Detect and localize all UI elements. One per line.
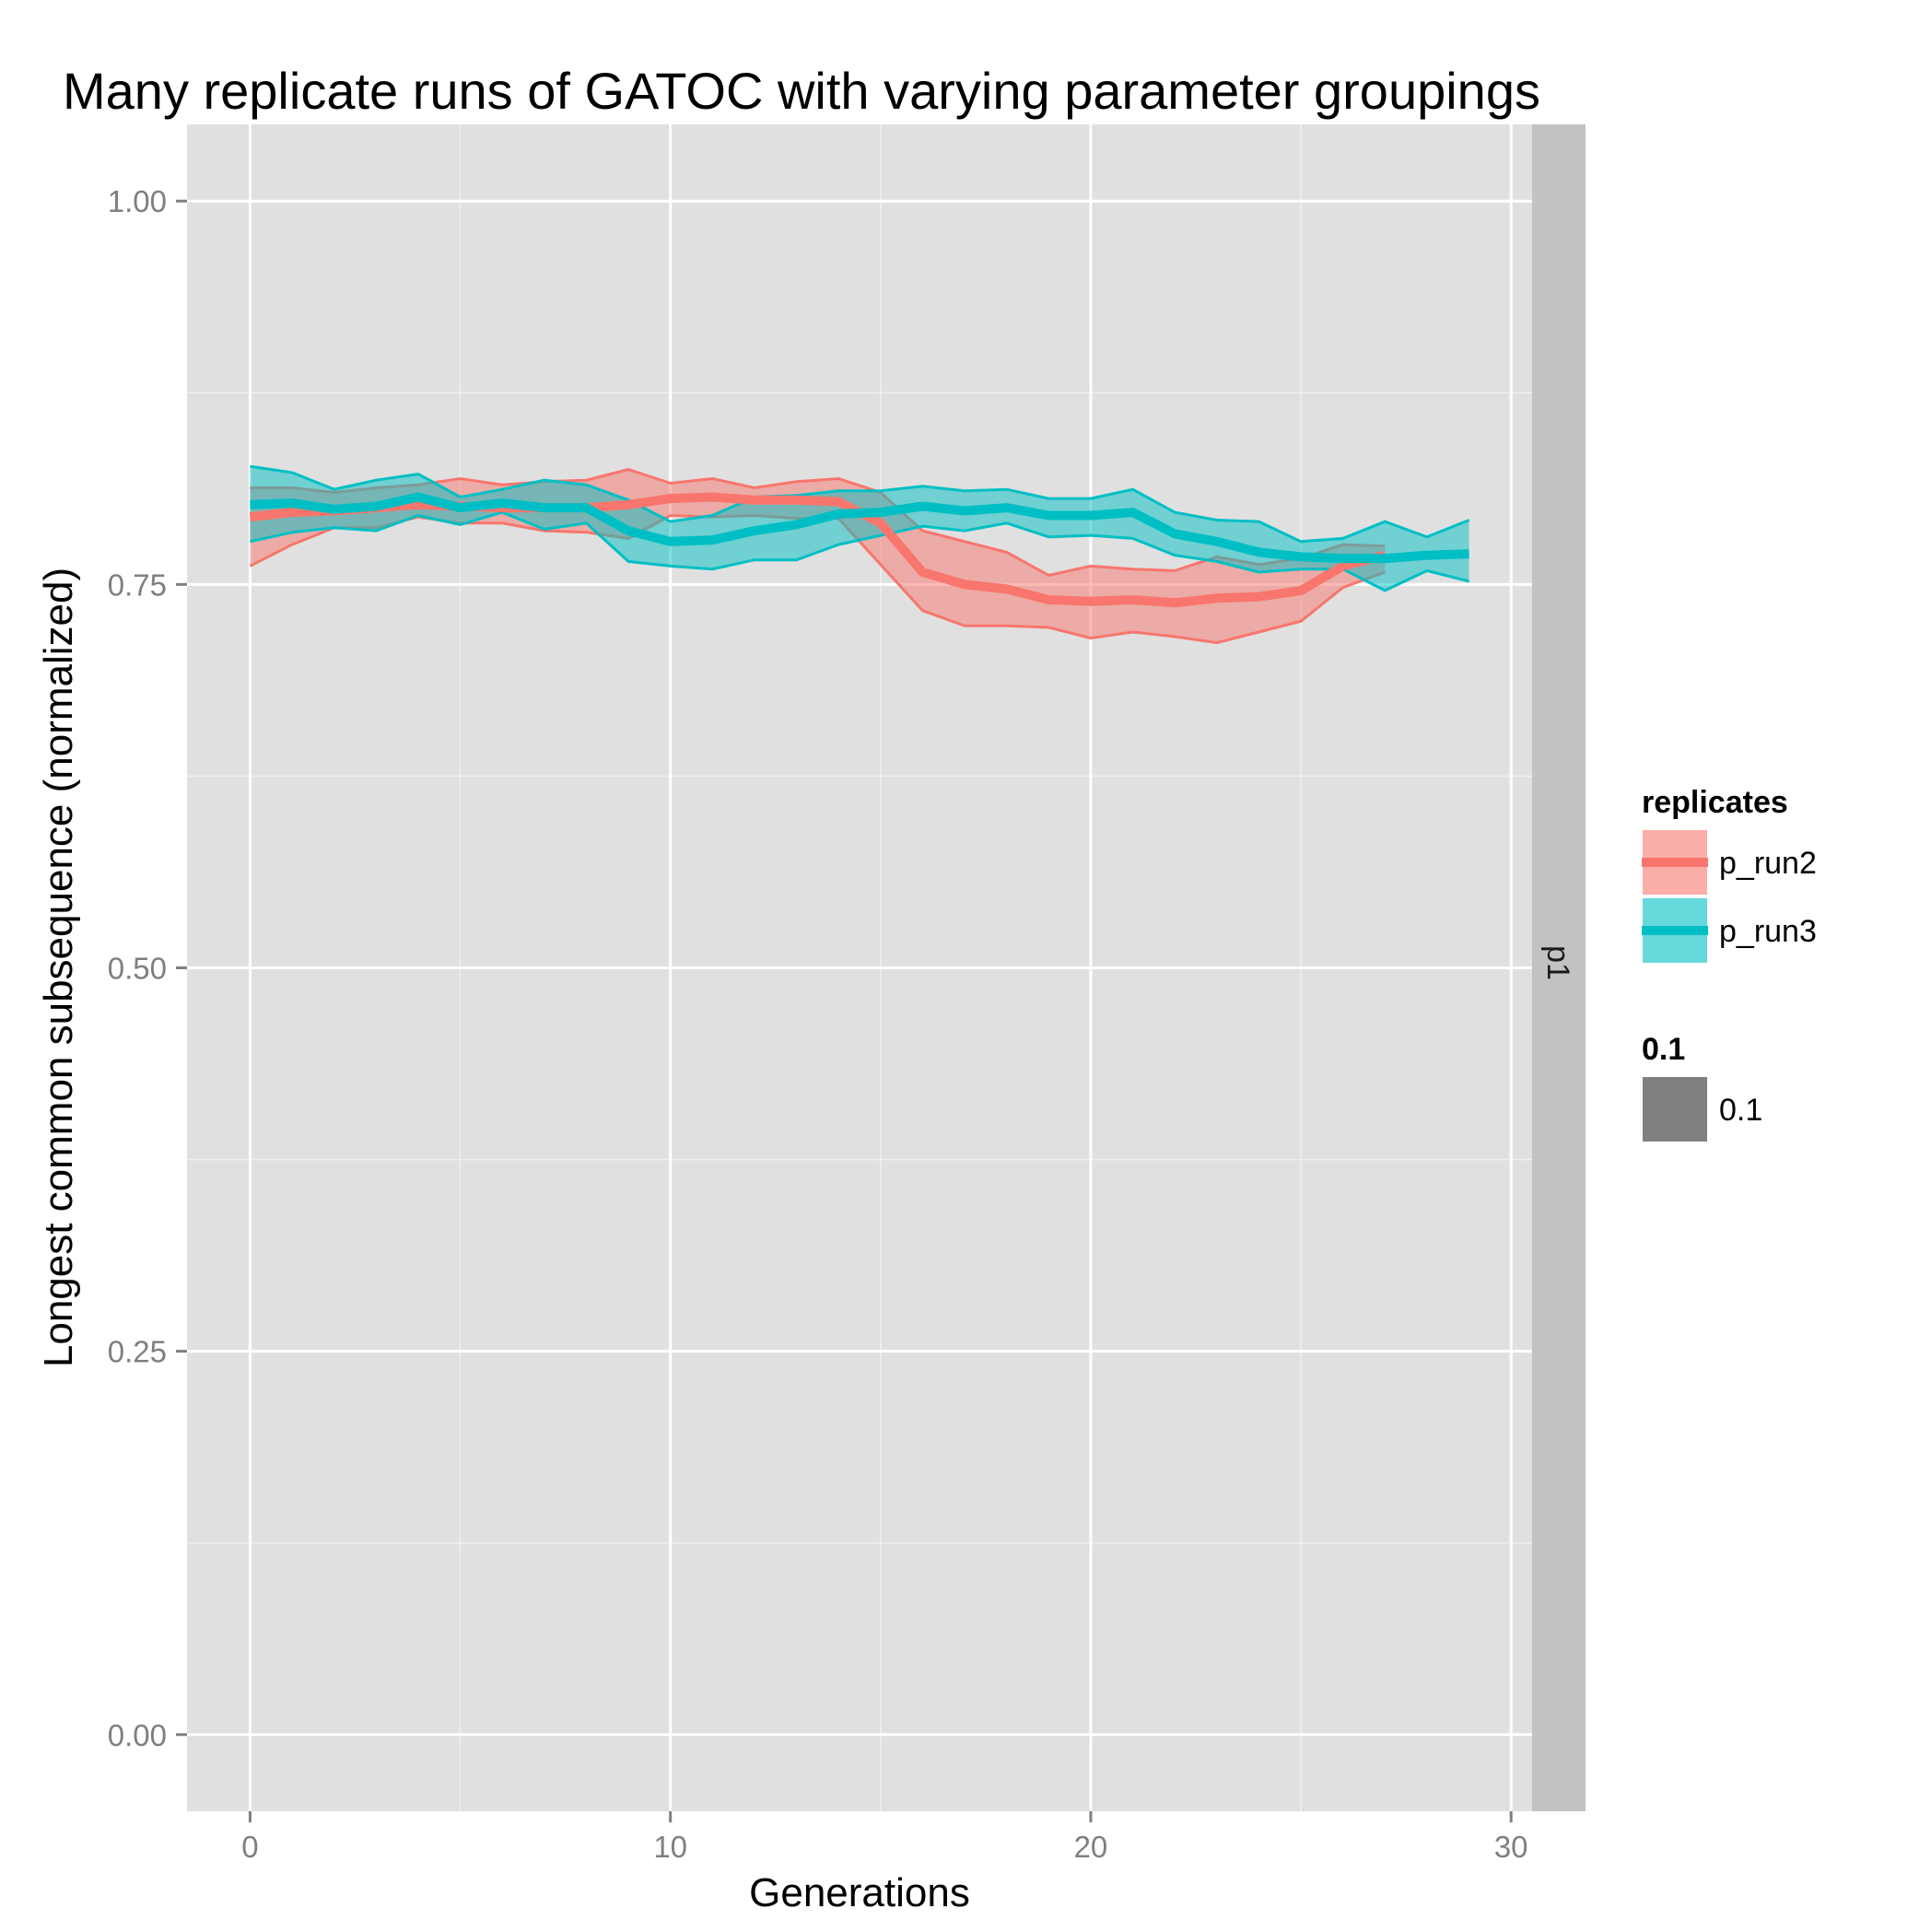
facet-strip-label: p1 (1540, 945, 1575, 980)
legend-label: p_run3 (1719, 914, 1817, 949)
y-tick-label: 0.25 (108, 1335, 167, 1369)
legend-title: replicates (1642, 785, 1788, 820)
y-tick-label: 1.00 (108, 184, 167, 218)
legend-title: 0.1 (1642, 1032, 1685, 1067)
x-tick-label: 10 (653, 1830, 687, 1864)
axis-layer: 0 10 20 30 0.00 0.25 0.50 0.75 1.00 (108, 184, 1528, 1864)
ribbon-lower-p_run3 (250, 510, 1469, 592)
x-tick-label: 30 (1494, 1830, 1528, 1864)
x-tick-label: 0 (241, 1830, 258, 1864)
y-tick-label: 0.50 (108, 952, 167, 986)
x-tick-label: 20 (1074, 1830, 1108, 1864)
mean-line-p_run3 (250, 492, 1469, 564)
x-axis-title: Generations (749, 1870, 970, 1915)
ribbon-upper-p_run2 (250, 467, 1386, 577)
legend-key (1641, 1075, 1709, 1143)
ribbon-upper-p_run3 (250, 464, 1470, 544)
data-layer (249, 464, 1470, 645)
y-tick-label: 0.00 (108, 1718, 167, 1752)
grid-layer (187, 124, 1532, 1811)
legend-label: p_run2 (1719, 846, 1817, 881)
legend: replicates p_run2 p_run3 0.1 0.1 (1641, 785, 1817, 1143)
facet-strip (1532, 124, 1586, 1811)
ribbon-p_run3 (250, 466, 1469, 591)
y-tick-label: 0.75 (108, 568, 167, 602)
legend-label: 0.1 (1719, 1093, 1762, 1128)
y-axis-title: Longest common subsequence (normalized) (36, 568, 81, 1367)
chart-title: Many replicate runs of GATOC with varyin… (63, 62, 1540, 120)
